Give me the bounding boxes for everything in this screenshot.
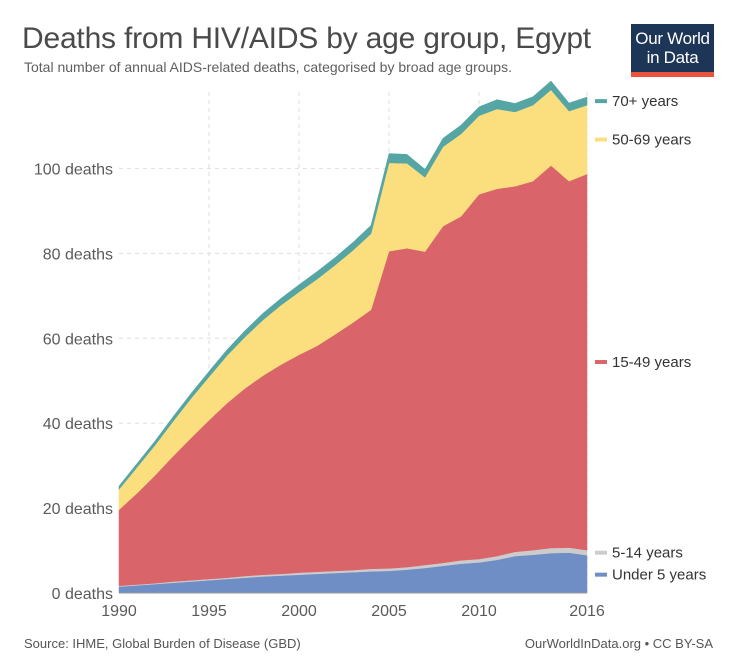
x-tick-label: 2000: [281, 603, 317, 620]
axes: 0 deaths 20 deaths 40 deaths 60 deaths 80 de…: [34, 161, 605, 620]
x-tick-label: 2010: [461, 603, 497, 620]
area-15-49-years: [118, 165, 588, 587]
logo-accent-bar: [631, 72, 714, 77]
y-tick-label: 60 deaths: [43, 331, 113, 348]
x-tick-label: 1990: [101, 603, 137, 620]
legend-swatch-under-5-years: [595, 572, 607, 577]
x-tick-label: 2005: [371, 603, 407, 620]
legend-swatch-5-14-years: [595, 550, 607, 555]
stacked-areas: [118, 80, 588, 594]
y-tick-label: 80 deaths: [43, 246, 113, 263]
legend-label-50-69-years: 50-69 years: [612, 132, 691, 149]
y-tick-label: 20 deaths: [43, 501, 113, 518]
legend-label-15-49-years: 15-49 years: [612, 354, 691, 371]
chart-title: Deaths from HIV/AIDS by age group, Egypt: [22, 22, 591, 55]
legend-label-5-14-years: 5-14 years: [612, 545, 683, 562]
x-tick-label: 2016: [569, 603, 605, 620]
legend: 70+ years 50-69 years 15-49 years 5-14 year…: [595, 93, 706, 584]
source-note[interactable]: Source: IHME, Global Burden of Disease (…: [24, 636, 301, 651]
owid-logo[interactable]: Our World in Data: [631, 24, 714, 77]
legend-swatch-70-years: [595, 99, 607, 104]
y-tick-label: 40 deaths: [43, 416, 113, 433]
logo-line2: in Data: [646, 48, 699, 67]
legend-swatch-50-69-years: [595, 137, 607, 142]
chart-subtitle: Total number of annual AIDS-related deat…: [24, 59, 512, 75]
legend-swatch-15-49-years: [595, 360, 607, 365]
area-70-years: [118, 80, 588, 491]
x-tick-label: 1995: [191, 603, 227, 620]
legend-label-under-5-years: Under 5 years: [612, 567, 706, 584]
logo-line1: Our World: [635, 29, 710, 48]
license-credit[interactable]: OurWorldInData.org • CC BY-SA: [524, 636, 713, 651]
y-tick-label: 100 deaths: [34, 161, 113, 178]
legend-label-70-years: 70+ years: [612, 93, 678, 110]
y-tick-label: 0 deaths: [52, 586, 113, 603]
